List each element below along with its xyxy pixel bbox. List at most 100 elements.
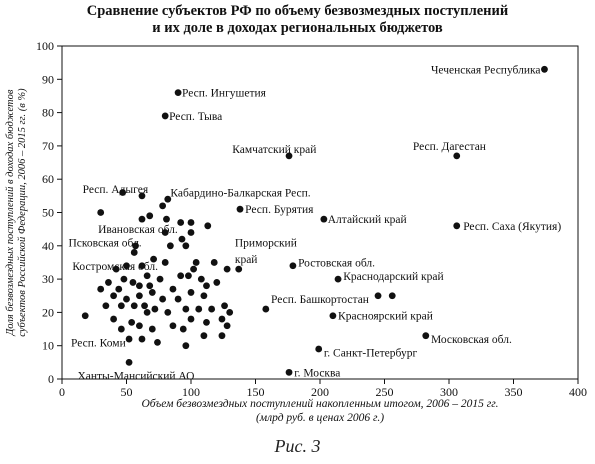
- region-label: Краснодарский край: [343, 271, 443, 283]
- data-point: [123, 262, 130, 270]
- y-tick-label: 50: [42, 206, 54, 220]
- data-point: [223, 265, 231, 273]
- data-point: [161, 229, 169, 236]
- data-point: [115, 285, 123, 293]
- ticks: 0 50 100 150 200 250 300 350 400 0 10 20 30 40 50 60 70 8…: [36, 39, 587, 399]
- x-tick-label: 50: [121, 385, 133, 399]
- y-tick-label: 80: [42, 106, 54, 120]
- y-tick-label: 20: [42, 305, 54, 319]
- region-label: Респ. Тыва: [169, 111, 222, 123]
- data-point: [422, 332, 430, 340]
- data-point: [210, 259, 218, 266]
- data-point: [182, 342, 190, 350]
- chart-title-line-2: и их доле в доходах региональных бюджето…: [152, 20, 443, 36]
- region-label: Московская обл.: [431, 334, 512, 346]
- y-tick-label: 10: [42, 339, 54, 353]
- data-point: [125, 335, 133, 343]
- data-point: [334, 275, 342, 283]
- data-point: [141, 302, 148, 310]
- region-label: Камчатский край: [232, 144, 316, 156]
- data-point: [128, 318, 136, 326]
- region-label: Ивановская обл.: [98, 224, 178, 236]
- x-tick-label: 200: [311, 385, 329, 399]
- data-point: [136, 292, 143, 300]
- data-point: [138, 192, 146, 200]
- data-point: [169, 322, 177, 330]
- region-label: Респ. Коми: [71, 337, 126, 349]
- x-tick-label: 100: [182, 385, 200, 399]
- y-tick-label: 90: [42, 72, 54, 86]
- x-tick-label: 150: [247, 385, 265, 399]
- data-point: [192, 259, 200, 266]
- data-point: [164, 309, 172, 316]
- data-point: [174, 295, 182, 303]
- figure-caption: Рис. 3: [274, 436, 321, 456]
- region-label: Ростовская обл.: [298, 257, 375, 269]
- y-tick-label: 0: [48, 372, 54, 386]
- data-point: [187, 315, 195, 323]
- data-point: [148, 289, 156, 296]
- chart-title: Сравнение субъектов РФ по объему безвозм…: [0, 3, 595, 37]
- data-point: [112, 265, 120, 273]
- data-point: [123, 295, 130, 303]
- data-point: [120, 275, 128, 283]
- data-point: [130, 249, 138, 256]
- x-axis-label-line-2: (млрд руб. в ценах 2006 г.): [256, 412, 384, 424]
- region-label: край: [235, 254, 258, 266]
- data-point: [150, 255, 157, 263]
- data-point: [110, 292, 117, 300]
- data-point: [130, 302, 138, 310]
- data-point: [262, 305, 270, 313]
- data-point: [177, 219, 185, 226]
- data-point: [453, 152, 461, 160]
- data-point: [221, 302, 228, 310]
- data-point: [136, 322, 143, 330]
- data-point: [187, 219, 195, 226]
- data-point: [119, 189, 127, 196]
- data-point: [143, 272, 151, 280]
- data-point: [218, 332, 226, 340]
- y-tick-label: 30: [42, 272, 54, 286]
- data-point: [148, 325, 156, 333]
- data-point: [161, 259, 169, 266]
- data-point: [138, 262, 146, 270]
- data-point: [161, 112, 169, 120]
- data-point: [289, 262, 297, 270]
- region-label: Респ. Дагестан: [413, 141, 486, 153]
- y-tick-label: 60: [42, 172, 54, 186]
- data-point: [182, 305, 190, 313]
- region-label: Респ. Адыгея: [83, 184, 149, 196]
- data-points: [81, 65, 548, 376]
- data-point: [154, 338, 161, 346]
- data-point: [223, 322, 231, 330]
- data-point: [156, 275, 164, 283]
- data-point: [138, 335, 146, 343]
- data-point: [203, 318, 210, 326]
- data-point: [453, 222, 461, 230]
- data-point: [164, 195, 172, 203]
- data-point: [187, 229, 195, 236]
- region-label: Красноярский край: [338, 311, 433, 323]
- data-point: [132, 242, 139, 250]
- x-tick-label: 0: [59, 385, 65, 399]
- data-point: [81, 312, 89, 320]
- region-label: Кабардино-Балкарская Респ.: [170, 188, 310, 200]
- data-point: [388, 292, 396, 300]
- data-point: [159, 202, 167, 210]
- y-tick-label: 70: [42, 139, 54, 153]
- chart-title-line-1: Сравнение субъектов РФ по объему безвозм…: [86, 3, 509, 19]
- data-point: [226, 309, 234, 316]
- data-point: [174, 89, 182, 97]
- data-point: [195, 305, 203, 313]
- x-tick-label: 250: [376, 385, 394, 399]
- data-point: [320, 215, 328, 223]
- data-point: [218, 315, 226, 323]
- annotations: Чеченская Республика Респ. Ингушетия Респ.…: [68, 64, 561, 382]
- y-tick-label: 40: [42, 239, 54, 253]
- region-label: Респ. Башкортостан: [271, 294, 369, 306]
- data-point: [129, 279, 137, 286]
- data-point: [182, 242, 190, 250]
- region-label: Чеченская Республика: [431, 64, 541, 76]
- data-point: [146, 212, 154, 220]
- x-tick-label: 300: [440, 385, 458, 399]
